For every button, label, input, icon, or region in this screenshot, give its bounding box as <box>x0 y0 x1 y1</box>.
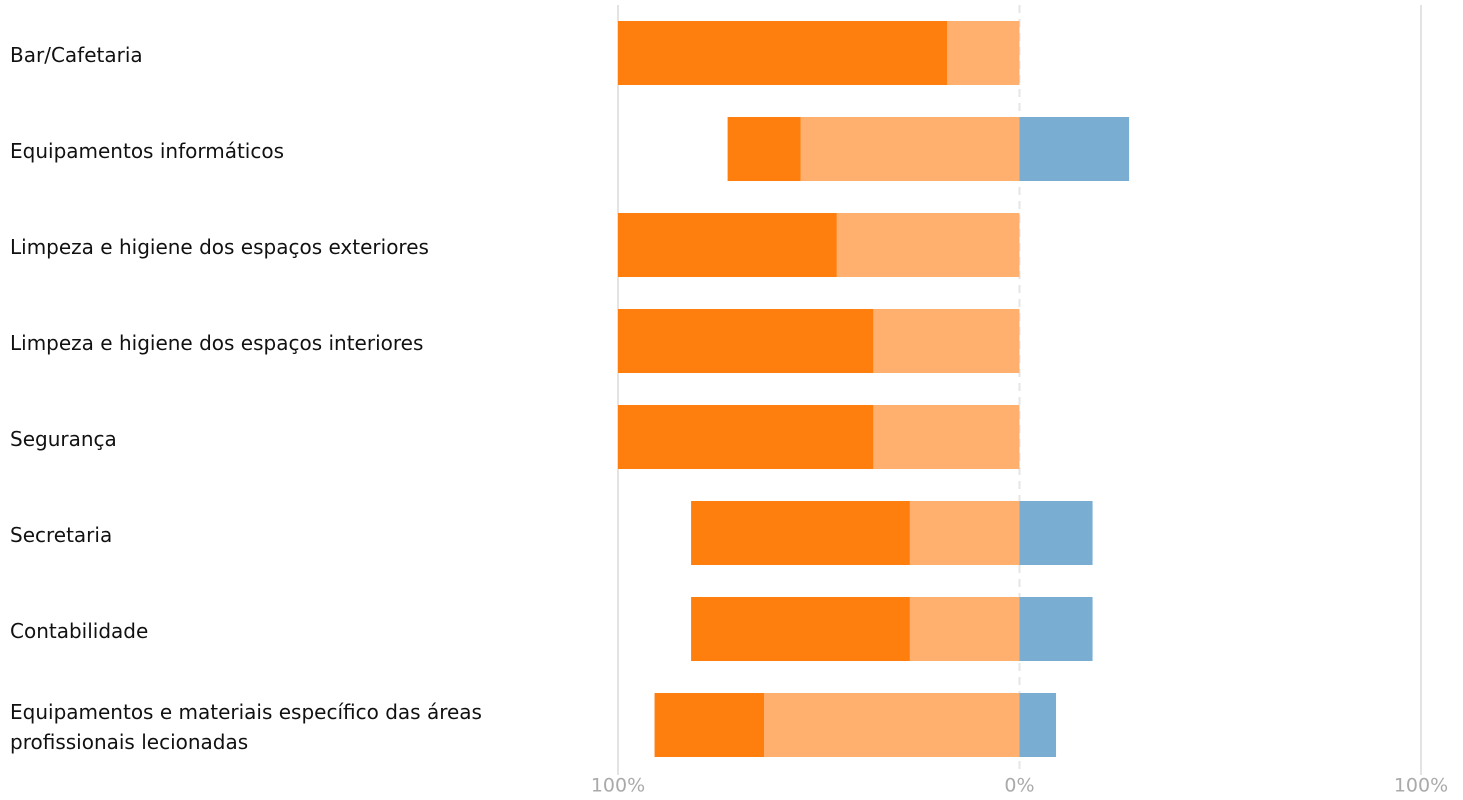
bar-segment <box>691 501 910 565</box>
category-label: Bar/Cafetaria <box>10 43 143 67</box>
bar-segment <box>1019 597 1093 661</box>
bar-segment <box>947 21 1020 85</box>
bar-segment <box>873 405 1020 469</box>
category-label: Contabilidade <box>10 619 149 643</box>
bar-segment <box>727 117 801 181</box>
bar-segment <box>764 693 1020 757</box>
category-label: Equipamentos e materiais específico das … <box>10 700 482 754</box>
bar-segment <box>618 309 874 373</box>
bar-segment <box>1019 501 1093 565</box>
x-tick-label: 100% <box>591 775 645 797</box>
bar-segment <box>1019 693 1057 757</box>
x-tick-label: 100% <box>1394 775 1448 797</box>
bar-segment <box>909 501 1020 565</box>
x-tick-label: 0% <box>1004 775 1034 797</box>
category-label: Secretaria <box>10 523 113 547</box>
bar-segment <box>909 597 1020 661</box>
bar-segment <box>1019 117 1130 181</box>
bar-segment <box>836 213 1020 277</box>
bar-segment <box>654 693 765 757</box>
category-label: Equipamentos informáticos <box>10 139 285 163</box>
bar-segment <box>618 213 837 277</box>
category-label: Limpeza e higiene dos espaços exteriores <box>10 235 429 259</box>
bar-segment <box>800 117 1020 181</box>
bar-segment <box>618 21 948 85</box>
category-label: Segurança <box>10 427 117 451</box>
bar-segment <box>618 405 874 469</box>
bar-segment <box>691 597 910 661</box>
category-label: Limpeza e higiene dos espaços interiores <box>10 331 424 355</box>
bar-segment <box>873 309 1020 373</box>
